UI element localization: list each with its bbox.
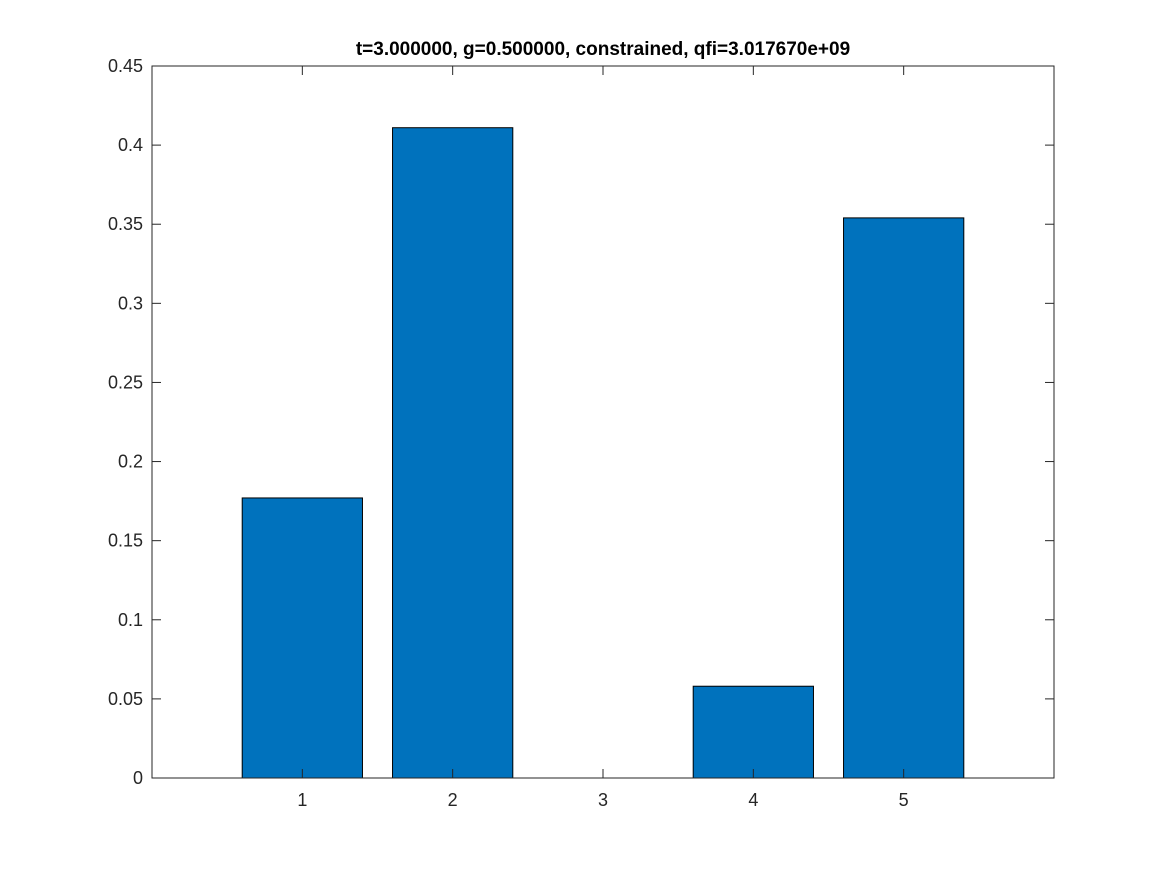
y-tick-label: 0.15	[108, 531, 143, 551]
bars-layer	[241, 127, 965, 779]
y-tick-label: 0.2	[118, 452, 143, 472]
x-axis: 1 2 3 4 5	[297, 66, 909, 810]
y-tick-label: 0	[133, 768, 143, 788]
y-tick-label: 0.4	[118, 135, 143, 155]
y-tick-label: 0.25	[108, 372, 143, 392]
y-tick-label: 0.05	[108, 689, 143, 709]
x-tick-label: 4	[748, 790, 758, 810]
bar-5	[843, 217, 965, 779]
bar-4	[692, 685, 814, 779]
x-tick-label: 1	[297, 790, 307, 810]
chart-title: t=3.000000, g=0.500000, constrained, qfi…	[356, 39, 850, 60]
x-tick-label: 5	[899, 790, 909, 810]
y-tick-label: 0.1	[118, 610, 143, 630]
x-tick-label: 3	[598, 790, 608, 810]
y-tick-label: 0.3	[118, 293, 143, 313]
bar-1	[241, 497, 363, 779]
y-axis: 0 0.05 0.1 0.15 0.2 0.25 0.3 0.35 0.4 0.45	[108, 56, 1054, 788]
bar-2	[392, 127, 514, 779]
y-tick-label: 0.35	[108, 214, 143, 234]
y-tick-label: 0.45	[108, 56, 143, 76]
x-tick-label: 2	[448, 790, 458, 810]
